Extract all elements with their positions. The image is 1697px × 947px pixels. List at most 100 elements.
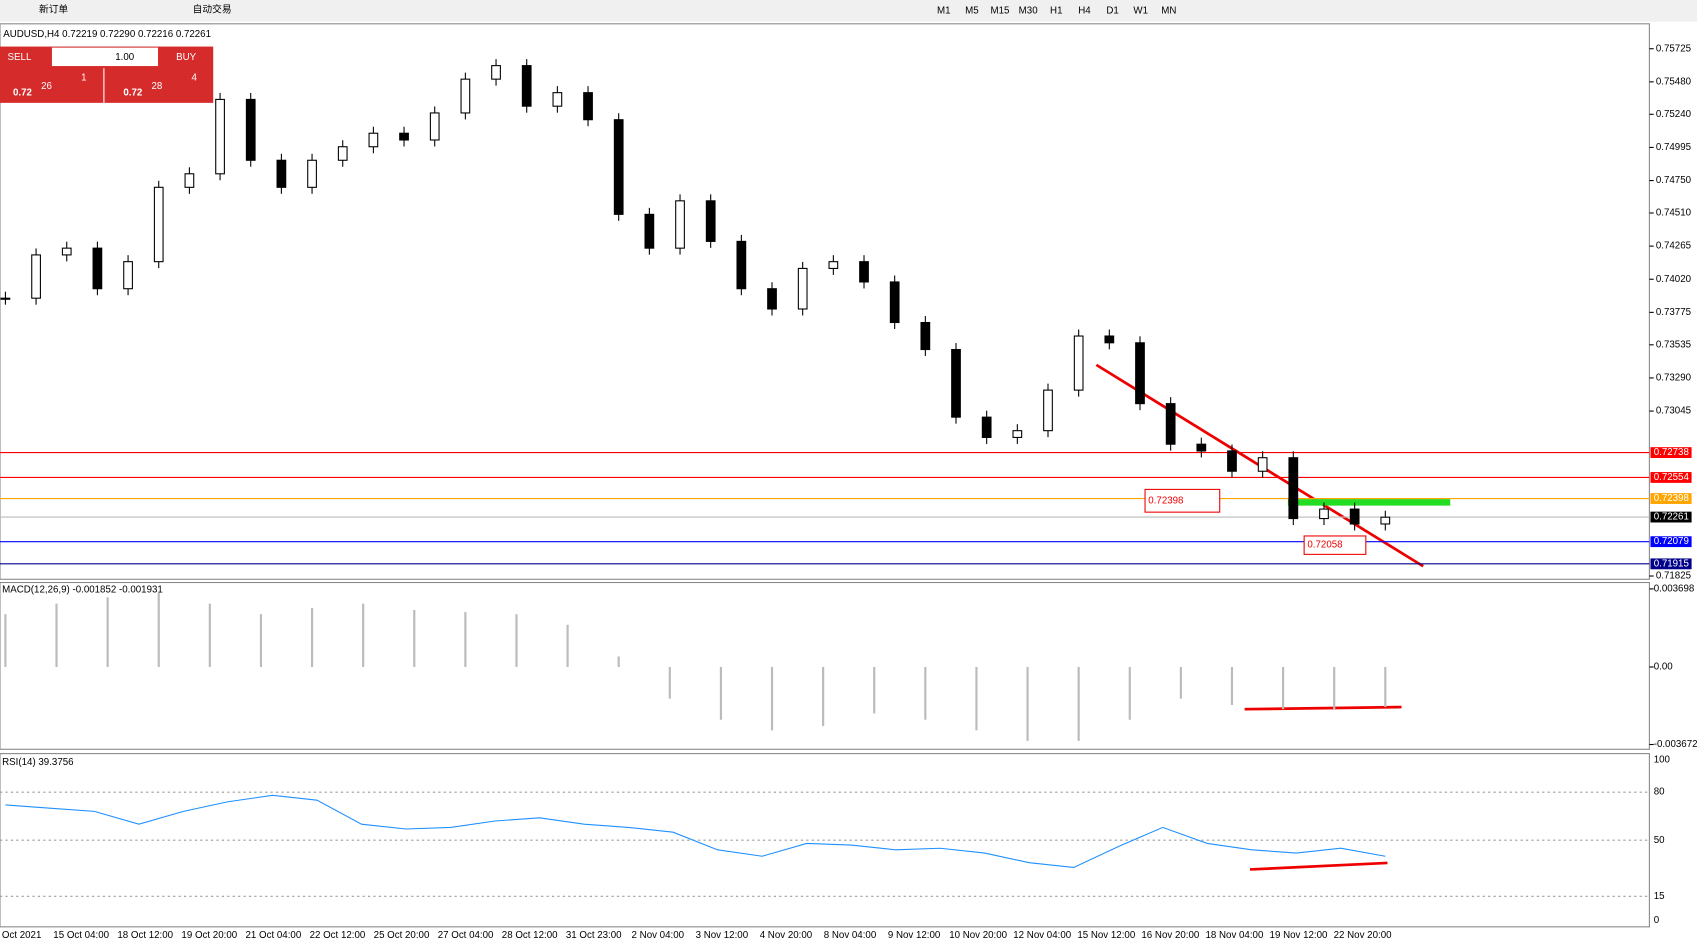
candle: [1380, 516, 1391, 525]
candle: [705, 200, 716, 242]
time-label: 12 Nov 04:00: [1013, 930, 1071, 941]
macd-pane: [0, 581, 1650, 750]
toolbar-button[interactable]: 新订单: [39, 2, 68, 15]
timeframe[interactable]: H1: [1050, 5, 1062, 16]
time-label: 21 Oct 04:00: [246, 930, 302, 941]
candle: [337, 146, 348, 161]
level-label: 0.72261: [1654, 512, 1689, 523]
time-label: 27 Oct 04:00: [438, 930, 494, 941]
time-label: 19 Oct 20:00: [181, 930, 237, 941]
rsi-axis-label: 100: [1654, 755, 1671, 766]
timeframe[interactable]: M30: [1019, 5, 1039, 16]
candle: [1196, 443, 1207, 452]
lot-size[interactable]: 1.00: [115, 52, 135, 63]
level-tag: [1650, 472, 1692, 483]
candle: [1288, 457, 1299, 520]
candle: [951, 349, 961, 418]
candle: [1104, 335, 1115, 344]
level-tag: [1650, 536, 1692, 548]
timeframe[interactable]: W1: [1133, 5, 1148, 16]
candle: [276, 159, 287, 188]
time-label: 19 Nov 12:00: [1270, 930, 1328, 941]
candle: [92, 247, 103, 290]
rsi-axis-label: 80: [1654, 787, 1665, 798]
timeframe[interactable]: D1: [1106, 5, 1118, 16]
candle: [307, 159, 317, 188]
level-label: 0.72398: [1654, 493, 1689, 504]
candle: [0, 297, 11, 300]
annotation: 0.72058: [1307, 540, 1342, 551]
macd-bar: [719, 666, 722, 720]
macd-bar: [975, 666, 978, 731]
timeframe[interactable]: M5: [965, 5, 979, 16]
rsi-arrow: [1249, 861, 1388, 871]
candle: [552, 92, 563, 107]
candle: [491, 65, 501, 80]
time-label: 31 Oct 23:00: [566, 930, 622, 941]
macd-bar: [464, 612, 467, 667]
macd-bar: [822, 666, 825, 727]
time-label: Oct 2021: [2, 930, 42, 941]
candle: [1073, 335, 1084, 391]
macd-bar: [668, 666, 671, 699]
candle: [644, 213, 655, 249]
candle: [521, 65, 532, 107]
timeframe[interactable]: H4: [1078, 5, 1091, 16]
time-label: 16 Nov 20:00: [1141, 930, 1199, 941]
macd-bar: [1333, 666, 1336, 710]
rsi-axis-label: 0: [1654, 915, 1660, 926]
time-label: 15 Oct 04:00: [53, 930, 109, 941]
macd-bar: [106, 597, 109, 667]
macd-bar: [1282, 666, 1285, 710]
timeframe[interactable]: M1: [937, 5, 951, 16]
lot-box: [51, 47, 159, 67]
macd-bar: [1179, 666, 1182, 699]
time-label: 3 Nov 12:00: [696, 930, 749, 941]
candle: [153, 186, 164, 263]
annotation: 0.72398: [1148, 495, 1183, 506]
level-label: 0.72079: [1654, 536, 1689, 547]
candle: [429, 112, 440, 141]
macd-bar: [1384, 666, 1387, 708]
bid-small: 1: [81, 73, 86, 84]
candle: [1349, 508, 1360, 525]
macd-arrow: [1244, 705, 1402, 711]
annotation-box: [1303, 535, 1367, 555]
macd-axis-label: -0.003672: [1654, 739, 1697, 750]
macd-bar: [1230, 666, 1234, 705]
rsi-axis-label: 50: [1654, 835, 1665, 846]
price-label: 0.75240: [1656, 109, 1692, 120]
candle: [767, 288, 777, 310]
macd-bar: [413, 609, 416, 667]
level-tag: [1650, 511, 1692, 523]
candle: [245, 98, 256, 161]
buy-button[interactable]: BUY: [176, 52, 197, 63]
candle: [1257, 457, 1268, 472]
candle: [123, 261, 133, 290]
timeframe[interactable]: M15: [991, 5, 1010, 16]
time-label: 18 Oct 12:00: [117, 930, 173, 941]
candle: [797, 267, 808, 310]
level-label: 0.72554: [1654, 472, 1690, 483]
candle: [1227, 450, 1237, 472]
annotation-box: [1144, 488, 1221, 513]
macd-bar: [1128, 666, 1131, 720]
sell-button[interactable]: SELL: [8, 52, 32, 63]
time-label: 22 Oct 12:00: [310, 930, 366, 941]
time-label: 9 Nov 12:00: [888, 930, 941, 941]
time-label: 10 Nov 20:00: [949, 930, 1007, 941]
macd-bar: [924, 666, 927, 720]
price-label: 0.73045: [1656, 406, 1691, 417]
candle: [583, 92, 593, 121]
timeframe[interactable]: MN: [1161, 5, 1176, 16]
toolbar-button[interactable]: 自动交易: [193, 2, 232, 15]
candle: [184, 173, 195, 188]
macd-bar: [566, 624, 569, 667]
time-label: 22 Nov 20:00: [1334, 930, 1392, 941]
price-label: 0.74995: [1656, 142, 1691, 153]
candle: [368, 132, 379, 148]
macd-bar: [4, 614, 7, 667]
price-label: 0.74265: [1656, 241, 1691, 252]
level-tag: [1650, 558, 1692, 570]
time-label: 18 Nov 04:00: [1205, 930, 1263, 941]
